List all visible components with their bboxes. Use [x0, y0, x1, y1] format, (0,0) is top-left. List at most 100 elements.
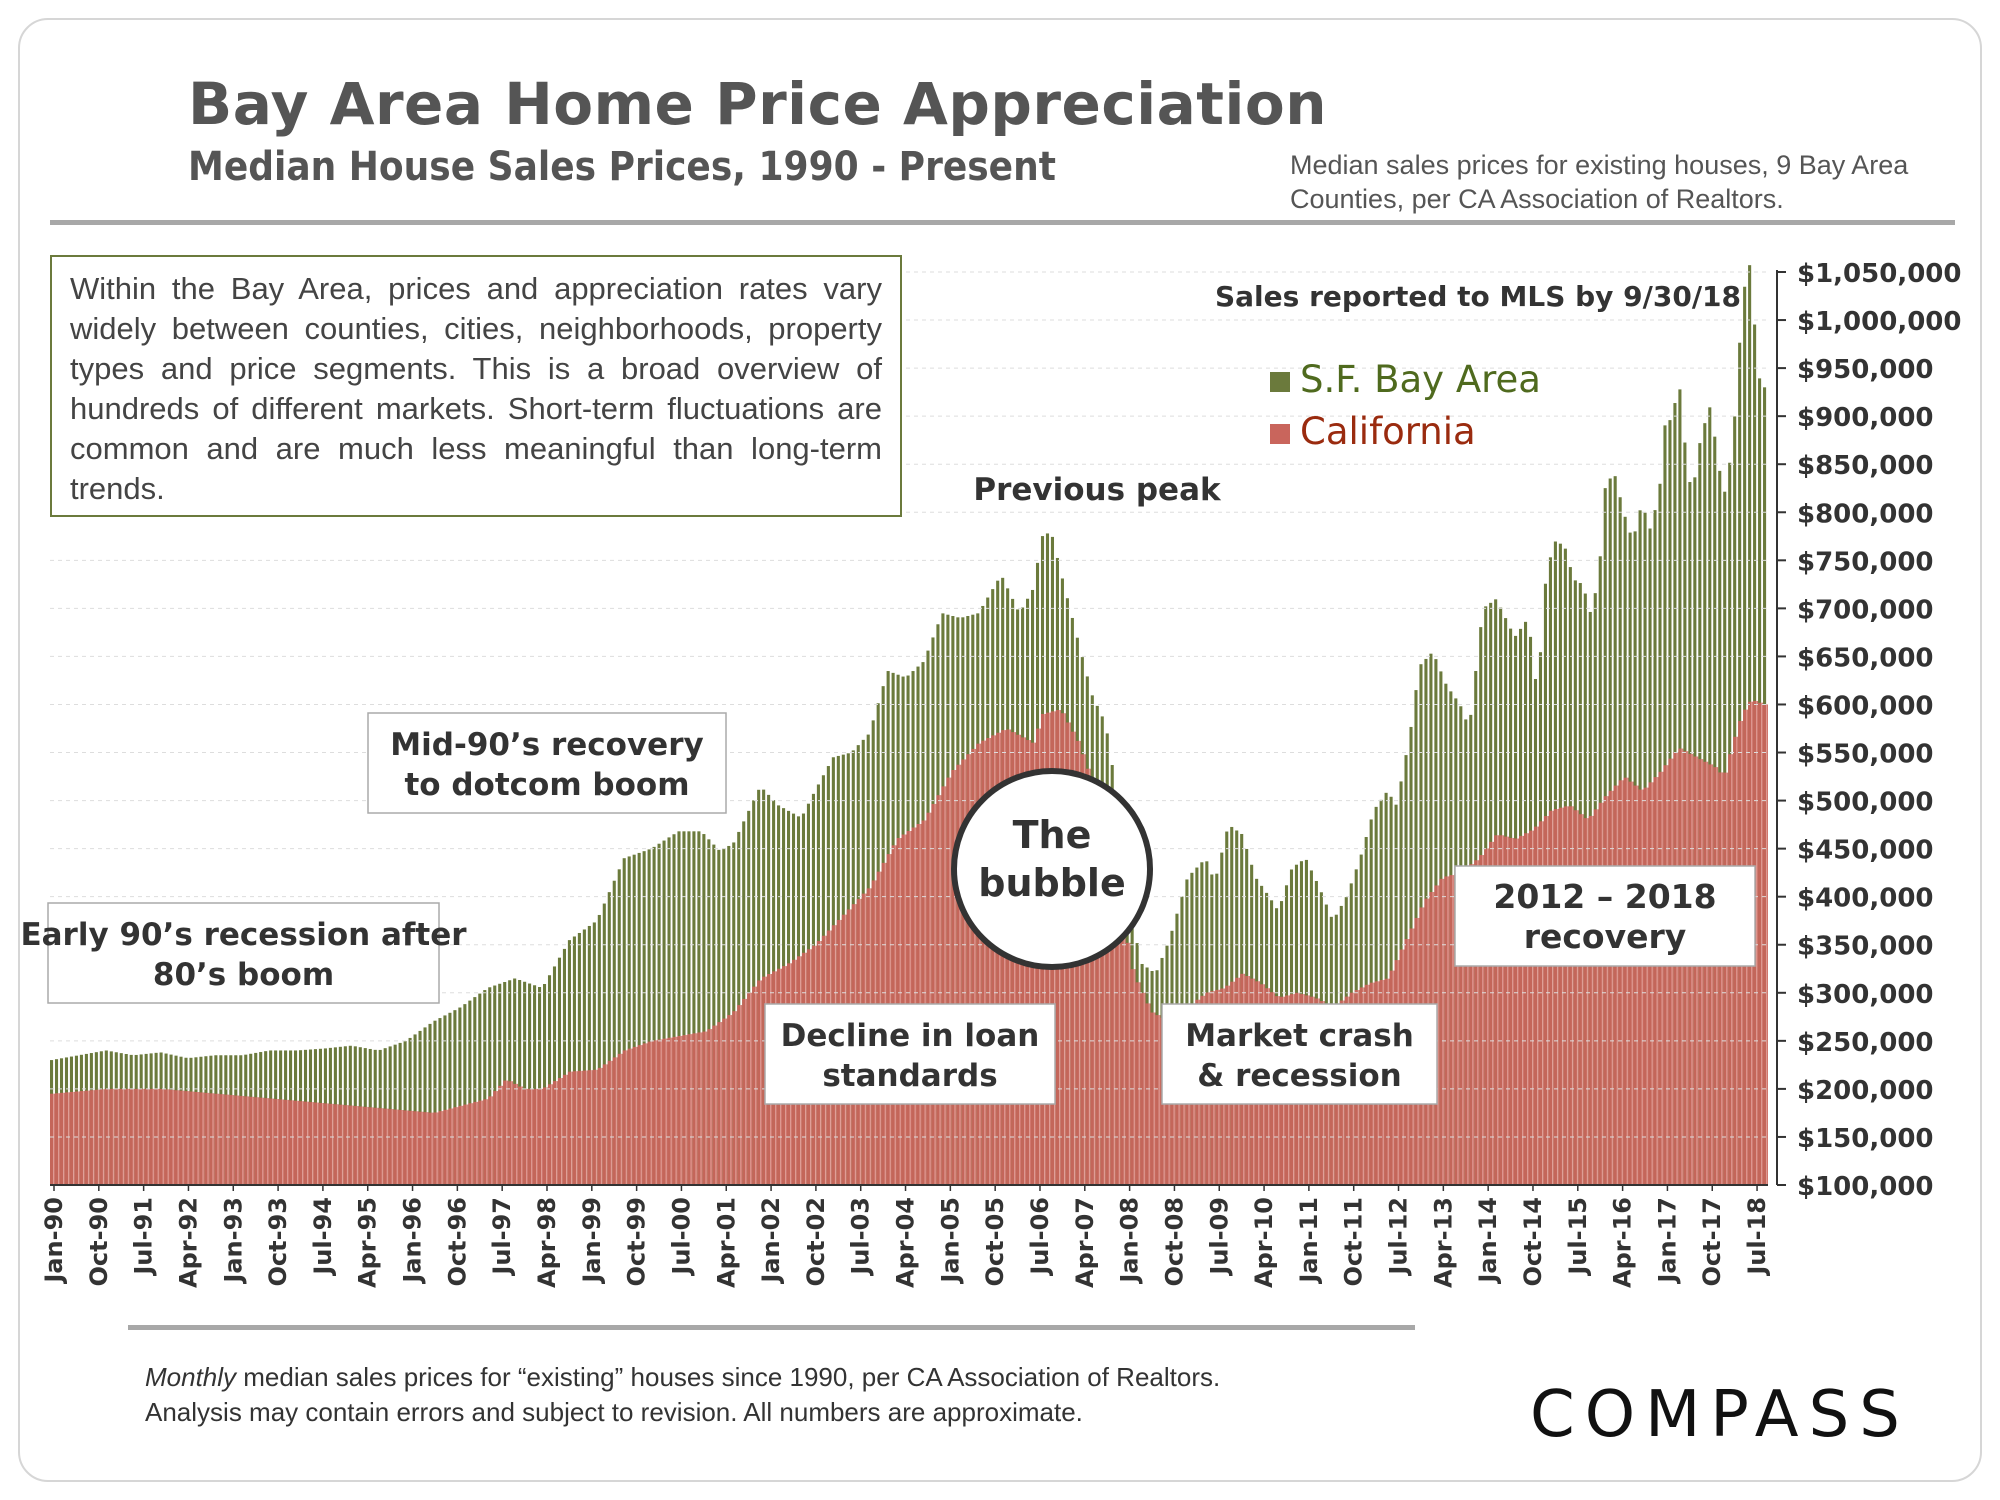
bay-area-bar	[498, 983, 502, 1185]
california-bar-stripe	[481, 1100, 483, 1185]
california-bar	[308, 1102, 314, 1185]
bay-area-bar	[582, 929, 586, 1185]
california-bar-stripe	[1556, 809, 1559, 1185]
california-bar-stripe	[625, 1050, 627, 1185]
california-bar	[692, 1033, 698, 1185]
california-bar-stripe	[451, 1108, 453, 1185]
california-bar	[393, 1109, 399, 1185]
california-bar	[1623, 777, 1629, 1185]
california-bar	[1085, 768, 1091, 1185]
california-bar	[1598, 802, 1604, 1185]
california-bar-stripe	[1616, 785, 1618, 1185]
california-bar	[732, 1011, 738, 1185]
california-bar	[378, 1108, 384, 1185]
california-bar-stripe	[1148, 1003, 1150, 1185]
california-bar-stripe	[466, 1104, 468, 1185]
bay-area-bar	[552, 966, 557, 1185]
california-bar	[264, 1098, 270, 1185]
california-bar-stripe	[1761, 702, 1763, 1185]
sales-note: Sales reported to MLS by 9/30/18	[1215, 280, 1741, 313]
california-bar-stripe	[595, 1069, 597, 1185]
bay-area-bar	[533, 985, 537, 1185]
annotation-text-crash: & recession	[1197, 1058, 1401, 1094]
bay-area-bar	[418, 1030, 422, 1185]
california-bar-stripe	[1487, 848, 1489, 1185]
california-bar-stripe	[1596, 809, 1598, 1185]
footnote-line2: Analysis may contain errors and subject …	[145, 1397, 1083, 1427]
california-bar	[567, 1071, 573, 1185]
california-bar	[1638, 789, 1644, 1185]
x-tick-label: Jul-18	[1743, 1197, 1771, 1277]
x-tick-label: Apr-92	[174, 1197, 202, 1288]
california-bar	[1658, 771, 1664, 1185]
bay-area-bar	[622, 858, 626, 1185]
california-bar	[473, 1101, 479, 1185]
california-bar	[742, 998, 748, 1185]
california-bar	[1593, 809, 1599, 1185]
annotation-box	[47, 902, 440, 1004]
california-bar-stripe	[605, 1064, 607, 1185]
california-bar-stripe	[157, 1088, 159, 1185]
california-bar-stripe	[1462, 872, 1464, 1185]
california-bar	[498, 1085, 504, 1185]
bay-area-bar	[597, 914, 601, 1185]
x-tick-label: Apr-01	[712, 1197, 740, 1288]
california-bar-stripe	[307, 1101, 309, 1185]
california-bar	[647, 1041, 653, 1185]
california-bar-stripe	[456, 1107, 458, 1185]
california-bar	[443, 1109, 449, 1185]
california-bar	[289, 1100, 295, 1185]
california-bar-stripe	[1641, 789, 1643, 1185]
california-bar-stripe	[1671, 758, 1673, 1185]
california-bar-stripe	[331, 1103, 334, 1185]
california-bar-stripe	[471, 1103, 473, 1185]
bay-area-bar	[697, 831, 701, 1185]
california-bar	[318, 1102, 324, 1185]
california-bar	[448, 1108, 454, 1185]
california-bar	[1543, 816, 1549, 1185]
california-bar-stripe	[1093, 783, 1095, 1185]
california-bar	[373, 1107, 379, 1185]
california-bar	[1454, 873, 1460, 1185]
california-bar-stripe	[760, 980, 762, 1185]
california-bar-stripe	[1551, 810, 1554, 1185]
california-bar	[1563, 806, 1569, 1185]
california-bar	[662, 1038, 668, 1185]
california-bar-stripe	[1123, 916, 1125, 1185]
annotation-text-mid90: Mid-90’s recovery	[390, 727, 703, 763]
california-bar	[1110, 865, 1116, 1185]
california-bar-stripe	[1542, 821, 1544, 1185]
x-tick-label: Jan-90	[40, 1197, 68, 1285]
california-bar-stripe	[1507, 836, 1509, 1185]
california-bar-stripe	[516, 1083, 518, 1185]
california-bar-stripe	[1502, 835, 1504, 1185]
california-bar-stripe	[152, 1088, 154, 1185]
x-tick-label: Jul-15	[1564, 1197, 1592, 1277]
california-bar-stripe	[1497, 835, 1499, 1185]
footnote-line1: median sales prices for “existing” house…	[236, 1362, 1221, 1392]
california-bar-stripe	[1522, 835, 1524, 1185]
california-bar-stripe	[1636, 785, 1638, 1185]
california-bar-stripe	[1691, 753, 1693, 1185]
california-bar-stripe	[1108, 843, 1110, 1185]
annotation-text-recovery: recovery	[1524, 917, 1687, 956]
california-bar-stripe	[705, 1031, 707, 1185]
california-bar	[757, 980, 763, 1185]
california-bar-stripe	[650, 1041, 652, 1185]
california-bar	[1484, 848, 1490, 1185]
california-bar-stripe	[680, 1035, 682, 1185]
california-bar	[722, 1018, 728, 1185]
california-bar-stripe	[1482, 855, 1484, 1185]
california-bar-stripe	[635, 1046, 637, 1185]
california-bar	[707, 1029, 713, 1185]
california-bar-stripe	[426, 1112, 428, 1185]
california-bar-stripe	[1158, 1015, 1160, 1185]
x-tick-label: Oct-11	[1340, 1197, 1368, 1286]
california-bar-stripe	[496, 1091, 498, 1185]
california-bar	[946, 777, 952, 1185]
intro-textbox: Within the Bay Area, prices and apprecia…	[50, 255, 902, 517]
california-bar-stripe	[92, 1090, 95, 1185]
california-bar	[1703, 761, 1709, 1185]
california-bar	[1663, 765, 1669, 1185]
